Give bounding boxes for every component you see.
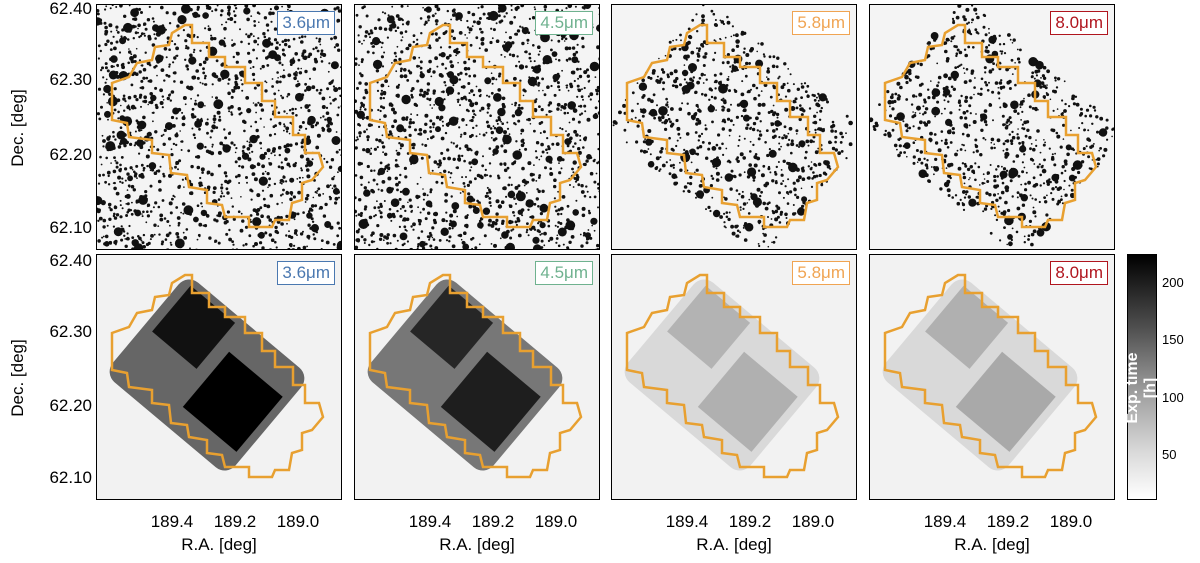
x-axis-label-3: R.A. [deg] <box>696 535 772 554</box>
ytick-bottom-62.20: 62.20 <box>49 396 92 415</box>
ytick-bottom-62.30: 62.30 <box>49 322 92 341</box>
y-axis-label-bottom: Dec. [deg] <box>8 339 27 417</box>
band-label-4.5-exposure: 4.5μm <box>535 261 593 285</box>
sky-image-4.5 <box>355 5 599 249</box>
image-panel-4.5: 4.5μm <box>354 4 600 250</box>
colorbar-label: Exp. time [h] <box>1124 352 1159 424</box>
image-panel-3.6: 3.6μm <box>96 4 342 250</box>
exposure-map-5.8 <box>612 255 856 499</box>
x-axis-label-2: R.A. [deg] <box>439 535 515 554</box>
x-axis-label-4: R.A. [deg] <box>954 535 1030 554</box>
sky-image-8.0 <box>870 5 1114 249</box>
colorbar-tick-150: 150 <box>1162 332 1184 347</box>
xtick-p2-189.2: 189.2 <box>471 512 515 531</box>
exposure-panel-4.5: 4.5μm <box>354 254 600 500</box>
xtick-p2-189.0: 189.0 <box>534 512 578 531</box>
exposure-map-3.6 <box>97 255 341 499</box>
colorbar-tick-50: 50 <box>1162 447 1177 462</box>
xtick-p4-189.2: 189.2 <box>986 512 1030 531</box>
colorbar-tick-200: 200 <box>1162 275 1184 290</box>
xtick-p2-189.4: 189.4 <box>408 512 452 531</box>
band-label-5.8: 5.8μm <box>792 11 850 35</box>
x-axis-label-1: R.A. [deg] <box>181 535 257 554</box>
ytick-top-62.40: 62.40 <box>49 0 92 18</box>
colorbar-tick-100: 100 <box>1162 390 1184 405</box>
xtick-p1-189.2: 189.2 <box>213 512 257 531</box>
xtick-p3-189.0: 189.0 <box>791 512 835 531</box>
band-label-8.0-exposure: 8.0μm <box>1050 261 1108 285</box>
band-label-5.8-exposure: 5.8μm <box>792 261 850 285</box>
band-label-3.6: 3.6μm <box>277 11 335 35</box>
band-label-3.6-exposure: 3.6μm <box>277 261 335 285</box>
ytick-top-62.10: 62.10 <box>49 218 92 237</box>
image-panel-5.8: 5.8μm <box>611 4 857 250</box>
exposure-map-4.5 <box>355 255 599 499</box>
xtick-p3-189.2: 189.2 <box>728 512 772 531</box>
exposure-panel-8.0: 8.0μm <box>869 254 1115 500</box>
ytick-bottom-62.10: 62.10 <box>49 468 92 487</box>
xtick-p3-189.4: 189.4 <box>665 512 709 531</box>
band-label-4.5: 4.5μm <box>535 11 593 35</box>
exposure-panel-5.8: 5.8μm <box>611 254 857 500</box>
sky-image-5.8 <box>612 5 856 249</box>
ytick-top-62.20: 62.20 <box>49 145 92 164</box>
xtick-p4-189.4: 189.4 <box>923 512 967 531</box>
xtick-p1-189.0: 189.0 <box>276 512 320 531</box>
y-axis-label-top: Dec. [deg] <box>8 89 27 167</box>
band-label-8.0: 8.0μm <box>1050 11 1108 35</box>
xtick-p4-189.0: 189.0 <box>1049 512 1093 531</box>
exposure-map-8.0 <box>870 255 1114 499</box>
ytick-top-62.30: 62.30 <box>49 70 92 89</box>
image-panel-8.0: 8.0μm <box>869 4 1115 250</box>
xtick-p1-189.4: 189.4 <box>150 512 194 531</box>
sky-image-3.6 <box>97 5 341 249</box>
ytick-bottom-62.40: 62.40 <box>49 251 92 270</box>
exposure-colorbar <box>1127 254 1157 500</box>
exposure-panel-3.6: 3.6μm <box>96 254 342 500</box>
